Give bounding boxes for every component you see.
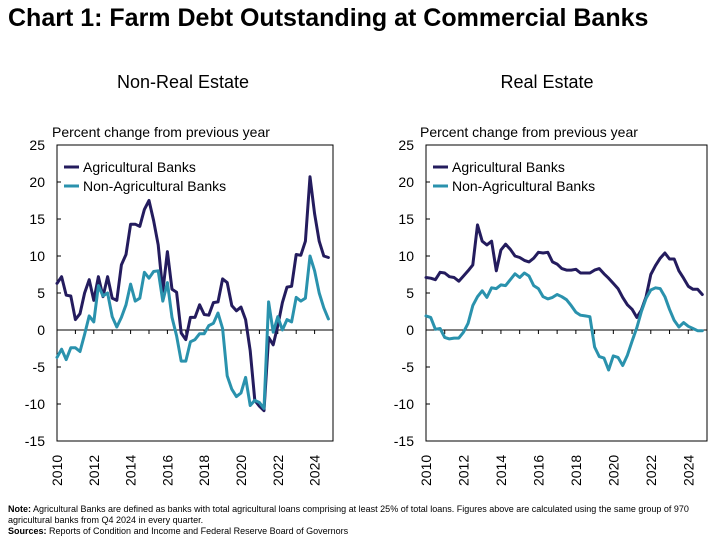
y-tick-label: 20 — [398, 174, 414, 190]
x-tick-label: 2018 — [568, 455, 584, 486]
y-tick-label: -10 — [25, 396, 45, 412]
x-tick-label: 2012 — [86, 455, 102, 486]
x-tick-label: 2022 — [270, 455, 286, 486]
y-tick-label: -15 — [394, 433, 414, 449]
note-text: Agricultural Banks are defined as banks … — [8, 504, 689, 525]
legend-label: Non-Agricultural Banks — [83, 178, 226, 194]
y-tick-label: 5 — [37, 285, 45, 301]
panel-title: Real Estate — [500, 72, 593, 92]
y-tick-label: 15 — [29, 211, 45, 227]
x-tick-label: 2010 — [418, 455, 434, 486]
x-tick-label: 2024 — [307, 455, 323, 486]
legend-label: Non-Agricultural Banks — [452, 178, 595, 194]
sources-line: Sources: Reports of Condition and Income… — [8, 526, 720, 537]
y-tick-label: 0 — [37, 322, 45, 338]
y-tick-label: 15 — [398, 211, 414, 227]
chart-panel-1: Non-Real Estate Percent change from previ… — [25, 72, 334, 486]
y-axis-label: Percent change from previous year — [420, 124, 638, 140]
legend-label: Agricultural Banks — [83, 159, 196, 175]
y-tick-label: -10 — [394, 396, 414, 412]
series-line-non-agricultural-banks — [424, 271, 704, 372]
chart-panel-2: Real Estate Percent change from previous … — [394, 72, 708, 486]
y-tick-label: 25 — [29, 137, 45, 153]
x-tick-label: 2020 — [233, 455, 249, 486]
x-tick-label: 2016 — [530, 455, 546, 486]
y-tick-label: 20 — [29, 174, 45, 190]
series-line-agricultural-banks — [424, 223, 704, 319]
x-tick-label: 2010 — [49, 455, 65, 486]
note-line: Note: Agricultural Banks are defined as … — [8, 504, 720, 526]
x-tick-label: 2012 — [455, 455, 471, 486]
y-tick-label: 10 — [29, 248, 45, 264]
x-tick-label: 2022 — [643, 455, 659, 486]
y-tick-label: 0 — [406, 322, 414, 338]
legend-label: Agricultural Banks — [452, 159, 565, 175]
x-tick-label: 2014 — [123, 455, 139, 486]
y-tick-label: -15 — [25, 433, 45, 449]
y-tick-label: 10 — [398, 248, 414, 264]
y-tick-label: 25 — [398, 137, 414, 153]
x-tick-label: 2014 — [493, 455, 509, 486]
x-tick-label: 2016 — [159, 455, 175, 486]
chart-footnote: Note: Agricultural Banks are defined as … — [8, 504, 720, 537]
note-label: Note: — [8, 504, 31, 514]
y-tick-label: -5 — [33, 359, 46, 375]
series-line-non-agricultural-banks — [55, 254, 330, 410]
y-axis-label: Percent change from previous year — [52, 124, 270, 140]
x-tick-label: 2018 — [196, 455, 212, 486]
sources-text: Reports of Condition and Income and Fede… — [46, 526, 349, 536]
chart-title: Chart 1: Farm Debt Outstanding at Commer… — [8, 4, 649, 32]
y-tick-label: -5 — [402, 359, 415, 375]
x-tick-label: 2020 — [605, 455, 621, 486]
x-tick-label: 2024 — [680, 455, 696, 486]
sources-label: Sources: — [8, 526, 47, 536]
y-tick-label: 5 — [406, 285, 414, 301]
panel-title: Non-Real Estate — [117, 72, 249, 92]
